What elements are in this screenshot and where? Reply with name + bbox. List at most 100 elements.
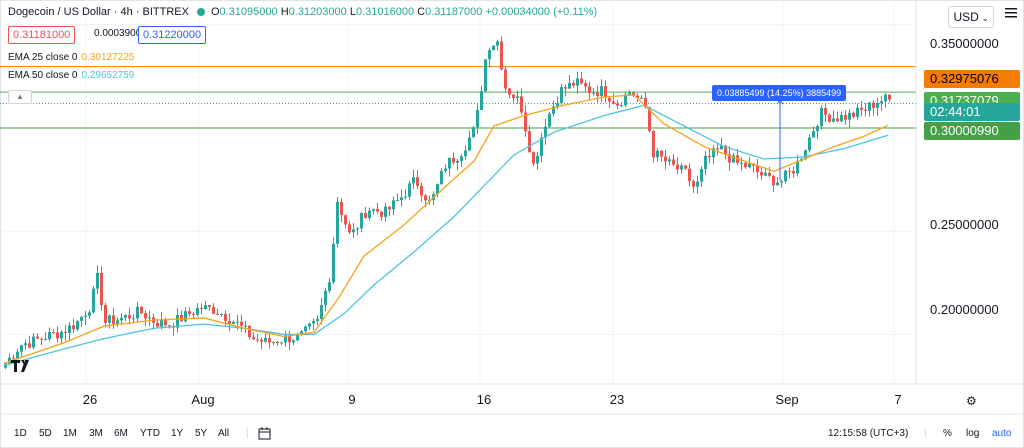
auto-toggle[interactable]: auto bbox=[992, 428, 1012, 439]
candle-body bbox=[176, 314, 179, 328]
candle-body bbox=[784, 170, 787, 182]
candle-body bbox=[660, 150, 663, 157]
candle-body bbox=[520, 96, 523, 113]
price-tag-orange[interactable]: 0.32975076 bbox=[924, 70, 1020, 88]
candle-body bbox=[356, 228, 359, 230]
candle-body bbox=[792, 171, 795, 174]
clock-timezone[interactable]: 12:15:58 (UTC+3) bbox=[828, 428, 909, 439]
range-1m[interactable]: 1M bbox=[63, 428, 77, 439]
log-toggle[interactable]: log bbox=[966, 428, 980, 439]
range-3m[interactable]: 3M bbox=[89, 428, 103, 439]
range-5d[interactable]: 5D bbox=[39, 428, 52, 439]
menu-icon[interactable] bbox=[1004, 6, 1018, 20]
market-status-icon bbox=[196, 8, 205, 17]
candle-body bbox=[112, 315, 115, 325]
candle-body bbox=[132, 318, 135, 320]
candle-body bbox=[92, 288, 95, 313]
candle-body bbox=[416, 177, 419, 186]
ema25-legend[interactable]: EMA 25 close 0 0.30127225 bbox=[8, 52, 135, 63]
candle-body bbox=[384, 206, 387, 217]
candle-body bbox=[740, 162, 743, 164]
percent-toggle[interactable]: % bbox=[943, 428, 952, 439]
candle-body bbox=[600, 86, 603, 97]
candle-body bbox=[464, 150, 467, 157]
candle-body bbox=[292, 340, 295, 343]
time-axis-label: 23 bbox=[609, 392, 625, 407]
candle-body bbox=[16, 351, 19, 359]
candle-body bbox=[28, 343, 31, 348]
currency-selector[interactable]: USD ⌄ bbox=[948, 6, 994, 28]
candle-body bbox=[652, 131, 655, 158]
price-tag-green[interactable]: 0.30000990 bbox=[924, 122, 1020, 140]
candle-body bbox=[476, 109, 479, 128]
candle-body bbox=[576, 78, 579, 86]
range-5y[interactable]: 5Y bbox=[195, 428, 208, 439]
candle-body bbox=[144, 313, 147, 319]
candle-body bbox=[532, 152, 535, 164]
candle-body bbox=[788, 170, 791, 172]
ema50-legend[interactable]: EMA 50 close 0 0.29652759 bbox=[8, 70, 135, 81]
candle-body bbox=[728, 154, 731, 163]
candle-body bbox=[596, 92, 599, 97]
candle-body bbox=[876, 103, 879, 108]
candle-body bbox=[236, 321, 239, 323]
symbol-title[interactable]: Dogecoin / US Dollar · 4h · BITTREX bbox=[8, 6, 189, 18]
candle-body bbox=[864, 109, 867, 111]
candle-body bbox=[140, 306, 143, 314]
candle-body bbox=[608, 97, 611, 102]
range-1y[interactable]: 1Y bbox=[171, 428, 184, 439]
candle-body bbox=[764, 172, 767, 176]
candle-body bbox=[264, 337, 267, 342]
candle-body bbox=[380, 211, 383, 217]
candle-body bbox=[544, 126, 547, 138]
candle-body bbox=[80, 316, 83, 321]
candle-body bbox=[408, 183, 411, 197]
measure-label: 0.03885499 (14.25%) 3885499 bbox=[712, 85, 847, 101]
candle-body bbox=[648, 107, 651, 132]
go-to-date-icon[interactable] bbox=[258, 427, 272, 440]
buy-price-box[interactable]: 0.31220000 bbox=[138, 26, 207, 44]
candle-body bbox=[836, 118, 839, 122]
high-value: 0.31203000 bbox=[288, 6, 347, 18]
candle-body bbox=[424, 195, 427, 201]
candle-body bbox=[76, 320, 79, 330]
candle-body bbox=[692, 181, 695, 187]
candle-body bbox=[276, 341, 279, 344]
candle-body bbox=[392, 200, 395, 210]
time-axis-label: 7 bbox=[894, 392, 902, 407]
ema-lines bbox=[3, 94, 889, 367]
candle-body bbox=[168, 325, 171, 327]
range-ytd[interactable]: YTD bbox=[140, 428, 160, 439]
candle-body bbox=[124, 315, 127, 318]
range-all[interactable]: All bbox=[218, 428, 230, 439]
candle-body bbox=[472, 127, 475, 138]
sell-price-box[interactable]: 0.31181000 bbox=[8, 26, 76, 44]
open-value: 0.31095000 bbox=[219, 6, 278, 18]
candle-body bbox=[400, 197, 403, 201]
range-1d[interactable]: 1D bbox=[14, 428, 27, 439]
candle-body bbox=[216, 313, 219, 315]
time-axis-label: 16 bbox=[476, 392, 492, 407]
candle-body bbox=[36, 336, 39, 339]
candle-body bbox=[220, 314, 223, 316]
candle-body bbox=[436, 184, 439, 195]
candle-body bbox=[744, 162, 747, 168]
candle-body bbox=[564, 87, 567, 89]
range-6m[interactable]: 6M bbox=[114, 428, 128, 439]
candle-body bbox=[588, 86, 591, 94]
candle-body bbox=[332, 243, 335, 283]
candle-body bbox=[636, 95, 639, 99]
candle-body bbox=[856, 107, 859, 117]
settings-gear-icon[interactable]: ⚙ bbox=[966, 394, 977, 408]
collapse-legend-button[interactable]: ▲ bbox=[8, 90, 32, 104]
candle-body bbox=[568, 82, 571, 89]
candle-body bbox=[572, 82, 575, 86]
candle-body bbox=[320, 305, 323, 320]
candle-body bbox=[316, 319, 319, 322]
candle-body bbox=[620, 105, 623, 107]
candle-body bbox=[708, 155, 711, 158]
candle-body bbox=[688, 168, 691, 182]
candle-body bbox=[268, 337, 271, 343]
tradingview-logo-icon[interactable] bbox=[10, 356, 36, 376]
